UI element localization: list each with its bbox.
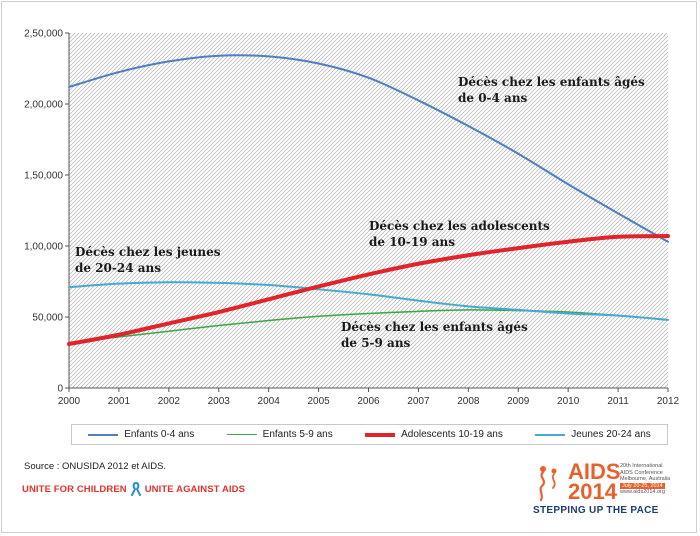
legend-label: Enfants 5-9 ans: [262, 429, 333, 440]
series-line: [67, 234, 670, 346]
legend-item: Adolescents 10-19 ans: [365, 429, 503, 440]
annotation-line: Décès chez les adolescents: [369, 219, 550, 233]
series-line: [68, 309, 669, 344]
annotation-line: Décès chez les jeunes: [75, 245, 221, 259]
x-tick-label: 2012: [657, 396, 680, 407]
logo-title: AIDS: [568, 459, 621, 484]
annotation-line: de 5-9 ans: [341, 336, 411, 350]
x-tick-label: 2006: [357, 396, 380, 407]
x-tick-label: 2009: [507, 396, 530, 407]
legend-swatch: [365, 432, 396, 437]
x-tick-label: 2003: [208, 396, 231, 407]
x-tick-label: 2002: [158, 396, 181, 407]
annotation-line: de 20-24 ans: [75, 261, 161, 275]
x-tick-label: 2011: [607, 396, 629, 407]
logo-info: 20th International AIDS Conference Melbo…: [620, 463, 690, 496]
logo-site: www.aids2014.org: [620, 489, 665, 495]
legend-item: Enfants 0-4 ans: [88, 429, 194, 440]
legend-label: Jeunes 20-24 ans: [571, 429, 651, 440]
campaign-right-text: UNITE AGAINST AIDS: [144, 483, 246, 495]
logo-year: 2014: [568, 479, 617, 504]
annotation: Décès chez les jeunes de 20-24 ans: [75, 245, 221, 275]
legend-swatch: [226, 433, 257, 436]
logo-info-line: AIDS Conference: [620, 469, 663, 476]
logo-info-line: 20th International: [620, 463, 663, 469]
x-tick-label: 2008: [457, 396, 480, 407]
annotation: Décès chez les adolescents de 10-19 ans: [369, 219, 550, 249]
y-tick-label: 2,50,000: [24, 29, 63, 40]
campaign-left-text: UNITE FOR CHILDREN: [22, 483, 127, 495]
legend-item: Jeunes 20-24 ans: [535, 429, 651, 440]
campaign-banner: UNITE FOR CHILDREN UNITE AGAINST AIDS: [22, 482, 245, 496]
annotation: Décès chez les enfants âgés de 5-9 ans: [341, 320, 528, 350]
legend-swatch: [88, 433, 119, 436]
conference-mark-icon: [539, 466, 557, 502]
x-tick-label: 2007: [407, 396, 430, 407]
legend-label: Enfants 0-4 ans: [124, 429, 195, 440]
legend-swatch: [535, 433, 566, 436]
x-tick-label: 2001: [108, 396, 131, 407]
x-tick-label: 2000: [58, 396, 81, 407]
legend: Enfants 0-4 ans Enfants 5-9 ans Adolescent…: [71, 424, 668, 445]
x-tick-label: 2004: [258, 396, 281, 407]
plot-background: [69, 33, 668, 388]
y-tick-label: 2,00,000: [24, 100, 63, 111]
logo-slogan: STEPPING UP THE PACE: [533, 505, 659, 516]
annotation-line: Décès chez les enfants âgés: [458, 75, 645, 89]
y-tick-label: 0: [57, 384, 63, 395]
series-line: [68, 54, 669, 243]
series-line: [68, 281, 669, 321]
line-chart: 0 50,000 1,00,000 1,50,000 2,00,000 2,50,000 2…: [24, 29, 680, 408]
y-tick-label: 50,000: [32, 313, 63, 324]
ribbon-icon: [130, 482, 141, 496]
legend-item: Enfants 5-9 ans: [226, 429, 333, 440]
annotation: Décès chez les enfants âgés de 0-4 ans: [458, 75, 645, 105]
source-note: Source : ONUSIDA 2012 et AIDS.: [24, 461, 167, 472]
legend-label: Adolescents 10-19 ans: [401, 429, 503, 440]
y-tick-label: 1,00,000: [24, 242, 63, 253]
logo-info-line: Melbourne, Australia: [620, 476, 671, 482]
x-tick-label: 2010: [557, 396, 580, 407]
annotation-line: de 0-4 ans: [458, 91, 528, 105]
x-tick-label: 2005: [307, 396, 330, 407]
y-tick-label: 1,50,000: [24, 171, 63, 182]
logo-date: July 20-25, 2014: [620, 482, 665, 489]
aids2014-logo: AIDS 2014 20th International AIDS Confer…: [530, 460, 690, 520]
annotation-line: de 10-19 ans: [369, 235, 455, 249]
annotation-line: Décès chez les enfants âgés: [341, 320, 528, 334]
